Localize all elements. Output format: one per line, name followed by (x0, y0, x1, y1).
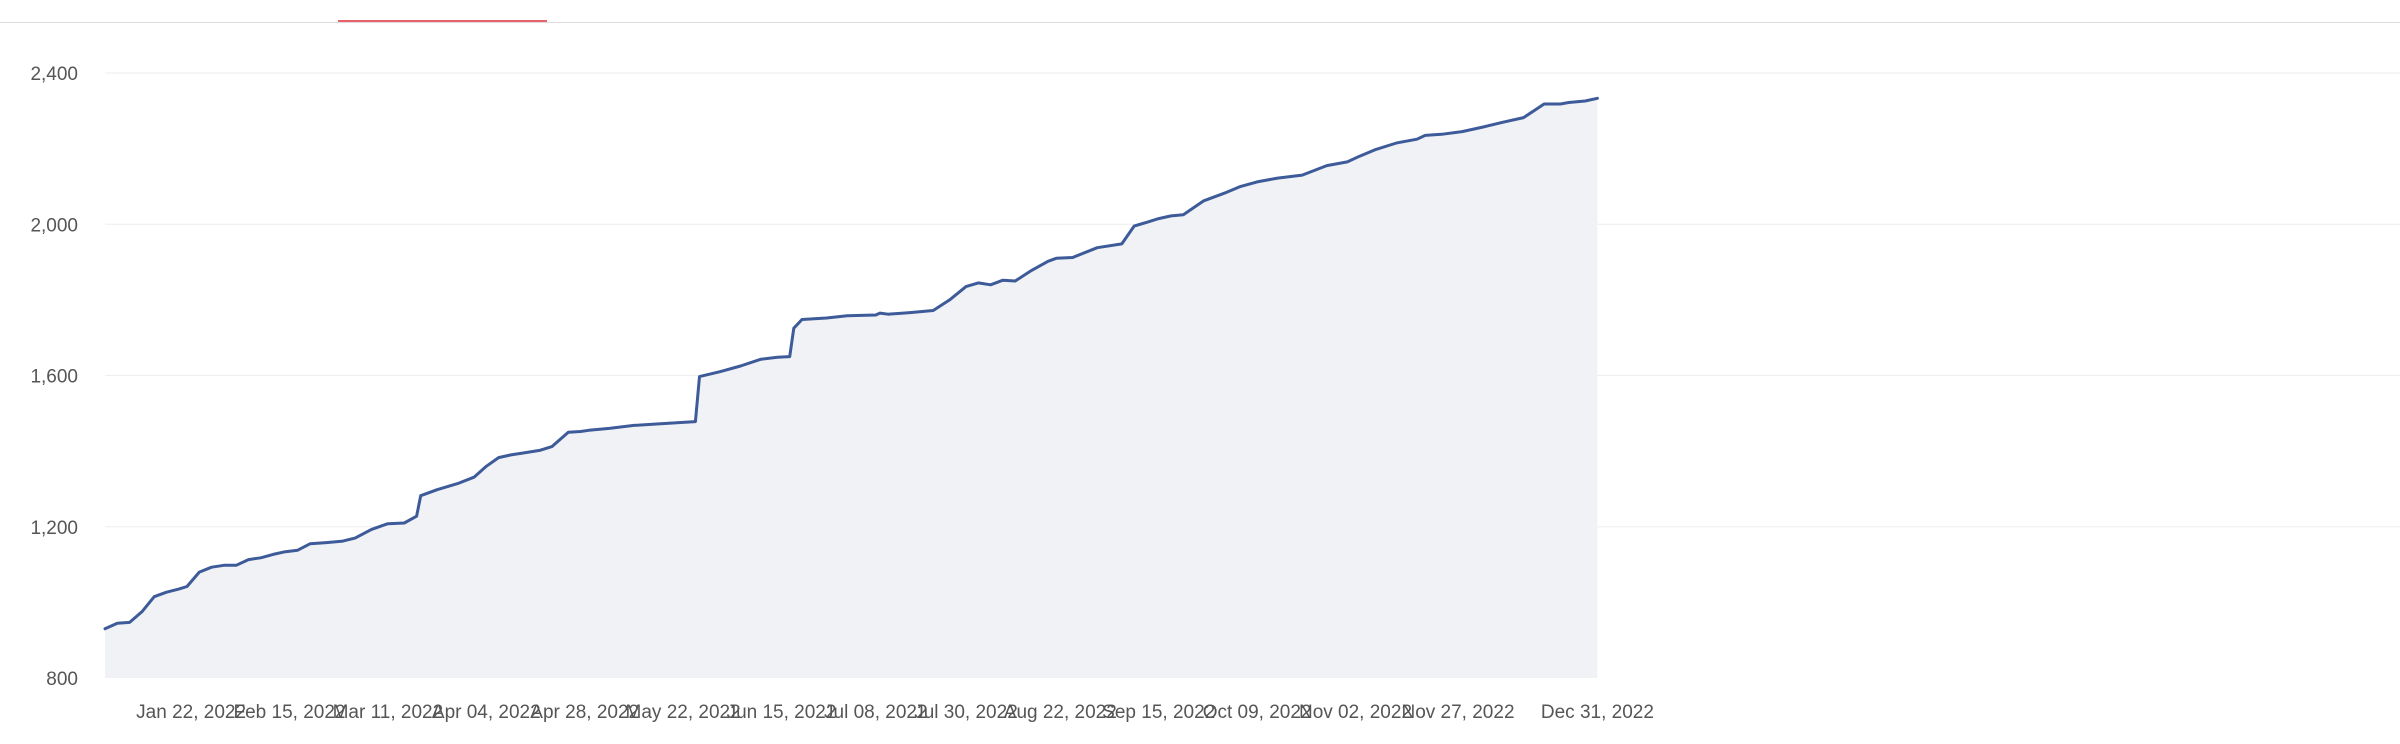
series-area-fill (105, 98, 1598, 679)
y-tick-label: 1,200 (30, 518, 78, 539)
x-tick-label: Apr 04, 2022 (432, 702, 541, 723)
y-tick-label: 2,000 (30, 215, 78, 236)
y-tick-label: 1,600 (30, 367, 78, 388)
x-tick-label: May 22, 2022 (626, 702, 741, 723)
x-tick-label: Oct 09, 2022 (1203, 702, 1312, 723)
active-tab-indicator (338, 20, 547, 22)
top-divider (0, 22, 2400, 23)
x-tick-label: Feb 15, 2022 (234, 702, 346, 723)
x-tick-label: Jul 30, 2022 (914, 702, 1018, 723)
x-tick-label: Jul 08, 2022 (824, 702, 928, 723)
x-tick-label: Mar 11, 2022 (333, 702, 444, 723)
series-line (103, 96, 1599, 631)
x-tick-label: Sep 15, 2022 (1102, 702, 1215, 723)
x-tick-label: Apr 28, 2022 (530, 702, 639, 723)
y-tick-label: 2,400 (30, 64, 78, 85)
x-tick-label: Dec 31, 2022 (1541, 702, 1654, 723)
series-area-layer (103, 96, 1599, 679)
x-tick-label: Nov 27, 2022 (1401, 702, 1514, 723)
y-axis-ticks: 800 1,200 1,600 2,000 2,400 (30, 64, 78, 690)
x-tick-label: Jun 15, 2022 (727, 702, 837, 723)
y-tick-label: 800 (46, 669, 78, 690)
x-tick-label: Jan 22, 2022 (136, 702, 246, 723)
x-tick-label: Aug 22, 2022 (1004, 702, 1117, 723)
x-tick-label: Nov 02, 2022 (1299, 702, 1412, 723)
